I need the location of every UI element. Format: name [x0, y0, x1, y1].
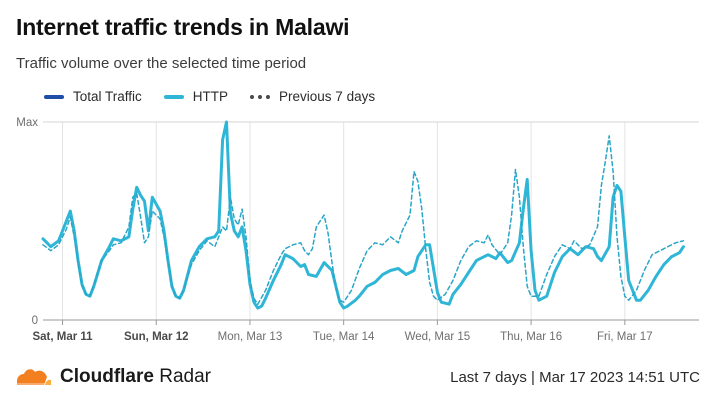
series-line-previous-7-days: [42, 135, 685, 305]
cloudflare-cloud-icon: [17, 369, 51, 385]
y-tick-label: Max: [16, 117, 38, 129]
legend-item-previous-7-days[interactable]: Previous 7 days: [250, 89, 375, 104]
chart-legend: Total Traffic HTTP Previous 7 days: [44, 89, 397, 104]
cloudflare-radar-logo[interactable]: Cloudflare Radar: [14, 366, 211, 388]
x-tick-label: Mon, Mar 13: [218, 331, 283, 343]
legend-swatch-total-traffic: [44, 94, 64, 99]
x-tick-label: Sun, Mar 12: [124, 331, 189, 343]
x-tick-label: Fri, Mar 17: [597, 331, 653, 343]
series-line-http: [41, 120, 685, 310]
series-layer: [41, 120, 685, 310]
x-tick-label: Thu, Mar 16: [500, 331, 562, 343]
grid-layer: [43, 121, 699, 320]
legend-item-http[interactable]: HTTP: [163, 89, 229, 104]
brand-name: Cloudflare: [60, 366, 154, 387]
legend-label-http: HTTP: [192, 89, 229, 104]
x-tick-label: Sat, Mar 11: [32, 331, 93, 343]
y-tick-label: 0: [32, 315, 38, 327]
legend-label-previous-7-days: Previous 7 days: [279, 89, 376, 104]
legend-swatch-http: [163, 94, 184, 99]
chart-subtitle: Traffic volume over the selected time pe…: [16, 55, 307, 72]
chart-title: Internet traffic trends in Malawi: [16, 14, 350, 40]
brand-suffix: Radar: [159, 366, 211, 387]
legend-label-total-traffic: Total Traffic: [73, 89, 142, 104]
traffic-chart: Sat, Mar 11 Sun, Mar 12 Mon, Mar 13 Tue, Ma…: [16, 117, 699, 343]
series-line-total-traffic: [43, 122, 683, 308]
axis-layer: Sat, Mar 11 Sun, Mar 12 Mon, Mar 13 Tue, Ma…: [16, 117, 699, 343]
x-tick-label: Wed, Mar 15: [405, 331, 471, 343]
timestamp-range: Last 7 days | Mar 17 2023 14:51 UTC: [450, 369, 700, 386]
x-tick-label: Tue, Mar 14: [313, 331, 375, 343]
legend-swatch-previous-7-days: [250, 94, 271, 99]
legend-item-total-traffic[interactable]: Total Traffic: [44, 89, 142, 104]
